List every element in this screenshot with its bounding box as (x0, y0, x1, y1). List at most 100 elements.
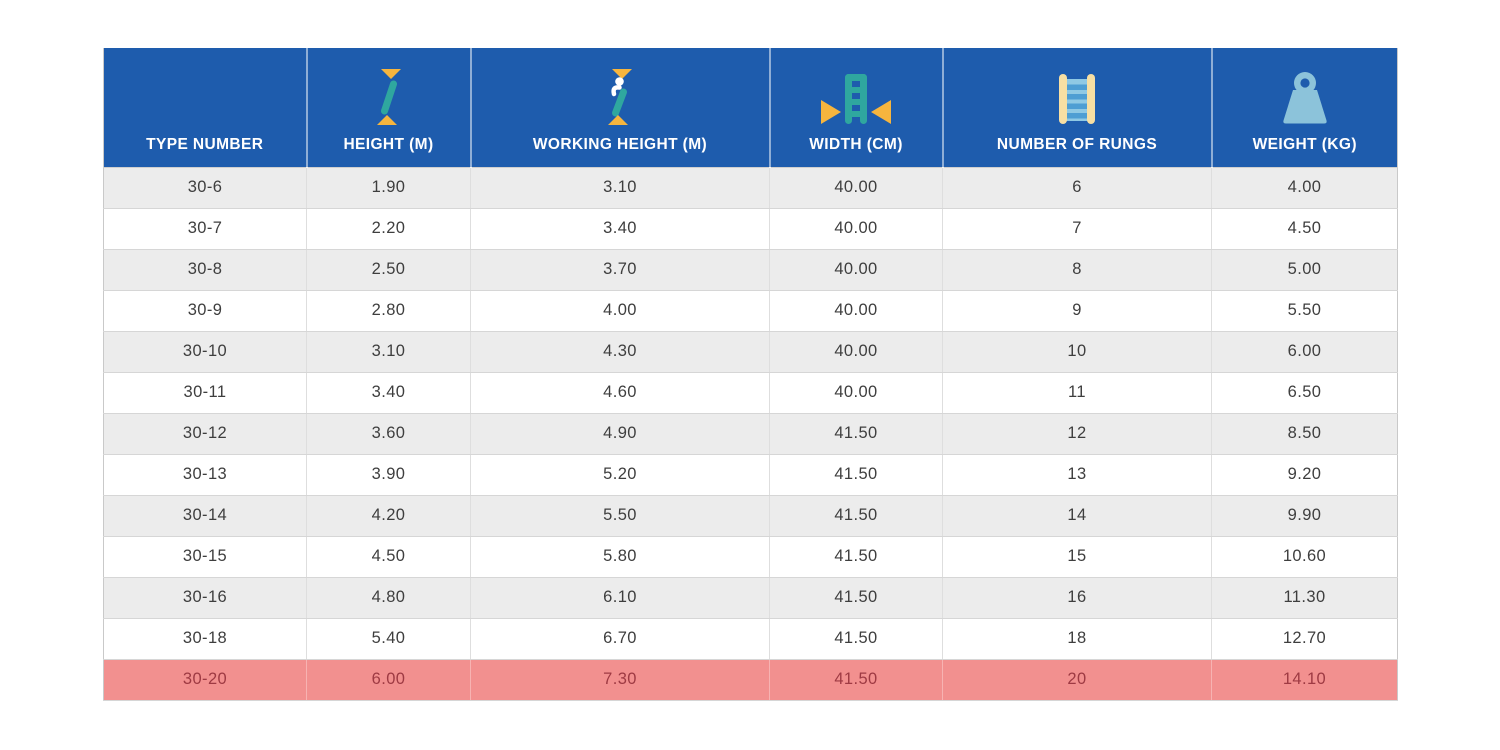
cell-number-of-rungs: 7 (942, 208, 1212, 250)
column-header-width: WIDTH (CM) (768, 48, 943, 167)
table-row: 30-6 1.90 3.10 40.00 6 4.00 (103, 166, 1398, 209)
table-row: 30-18 5.40 6.70 41.50 18 12.70 (103, 618, 1398, 660)
cell-width-cm: 41.50 (769, 413, 943, 455)
cell-width-cm: 40.00 (769, 331, 943, 373)
cell-width-cm: 41.50 (769, 618, 943, 660)
table-row: 30-11 3.40 4.60 40.00 11 6.50 (103, 372, 1398, 414)
column-label: WIDTH (CM) (809, 135, 903, 153)
table-row: 30-8 2.50 3.70 40.00 8 5.00 (103, 249, 1398, 291)
cell-working-height-m: 7.30 (470, 659, 770, 701)
cell-working-height-m: 5.50 (470, 495, 770, 537)
cell-working-height-m: 5.20 (470, 454, 770, 496)
cell-width-cm: 41.50 (769, 495, 943, 537)
cell-weight-kg: 6.00 (1211, 331, 1398, 373)
column-header-height: HEIGHT (M) (305, 48, 471, 167)
cell-height-m: 3.40 (306, 372, 471, 414)
column-header-type-number: TYPE NUMBER (103, 48, 307, 167)
column-header-working-height: WORKING HEIGHT (M) (469, 48, 770, 167)
table-header: TYPE NUMBER HEIGHT (M) (103, 48, 1398, 167)
cell-height-m: 5.40 (306, 618, 471, 660)
column-label: HEIGHT (M) (343, 135, 434, 153)
column-label: WORKING HEIGHT (M) (532, 135, 708, 153)
cell-height-m: 3.10 (306, 331, 471, 373)
cell-width-cm: 40.00 (769, 166, 943, 209)
cell-number-of-rungs: 10 (942, 331, 1212, 373)
cell-number-of-rungs: 9 (942, 290, 1212, 332)
cell-height-m: 6.00 (306, 659, 471, 701)
cell-number-of-rungs: 13 (942, 454, 1212, 496)
cell-width-cm: 40.00 (769, 208, 943, 250)
cell-weight-kg: 5.50 (1211, 290, 1398, 332)
cell-height-m: 1.90 (306, 166, 471, 209)
cell-type-number: 30-15 (103, 536, 307, 578)
cell-type-number: 30-14 (103, 495, 307, 537)
cell-type-number: 30-16 (103, 577, 307, 619)
cell-weight-kg: 9.90 (1211, 495, 1398, 537)
cell-number-of-rungs: 8 (942, 249, 1212, 291)
cell-weight-kg: 10.60 (1211, 536, 1398, 578)
column-label: NUMBER OF RUNGS (996, 135, 1158, 153)
cell-type-number: 30-6 (103, 166, 307, 209)
cell-type-number: 30-18 (103, 618, 307, 660)
cell-width-cm: 40.00 (769, 372, 943, 414)
cell-width-cm: 41.50 (769, 536, 943, 578)
cell-width-cm: 41.50 (769, 454, 943, 496)
cell-type-number: 30-9 (103, 290, 307, 332)
cell-number-of-rungs: 11 (942, 372, 1212, 414)
cell-number-of-rungs: 6 (942, 166, 1212, 209)
ladder-rungs-icon (950, 72, 1205, 126)
cell-number-of-rungs: 14 (942, 495, 1212, 537)
height-icon (314, 68, 464, 126)
table-row: 30-7 2.20 3.40 40.00 7 4.50 (103, 208, 1398, 250)
cell-height-m: 2.80 (306, 290, 471, 332)
cell-weight-kg: 12.70 (1211, 618, 1398, 660)
cell-working-height-m: 3.40 (470, 208, 770, 250)
cell-number-of-rungs: 12 (942, 413, 1212, 455)
working-height-icon (478, 68, 763, 126)
table-row: 30-20 6.00 7.30 41.50 20 14.10 (103, 659, 1398, 701)
cell-height-m: 2.50 (306, 249, 471, 291)
cell-type-number: 30-13 (103, 454, 307, 496)
table-row: 30-15 4.50 5.80 41.50 15 10.60 (103, 536, 1398, 578)
cell-weight-kg: 11.30 (1211, 577, 1398, 619)
cell-height-m: 4.80 (306, 577, 471, 619)
table-row: 30-10 3.10 4.30 40.00 10 6.00 (103, 331, 1398, 373)
cell-width-cm: 41.50 (769, 659, 943, 701)
table-body: 30-6 1.90 3.10 40.00 6 4.00 30-7 2.20 3.40 40.00 7… (103, 166, 1398, 701)
cell-type-number: 30-12 (103, 413, 307, 455)
cell-working-height-m: 3.70 (470, 249, 770, 291)
table-row: 30-12 3.60 4.90 41.50 12 8.50 (103, 413, 1398, 455)
cell-type-number: 30-8 (103, 249, 307, 291)
cell-width-cm: 40.00 (769, 290, 943, 332)
cell-width-cm: 40.00 (769, 249, 943, 291)
ladder-width-icon (777, 72, 936, 126)
table-row: 30-9 2.80 4.00 40.00 9 5.50 (103, 290, 1398, 332)
cell-working-height-m: 4.60 (470, 372, 770, 414)
cell-type-number: 30-20 (103, 659, 307, 701)
cell-working-height-m: 4.30 (470, 331, 770, 373)
cell-height-m: 4.20 (306, 495, 471, 537)
cell-number-of-rungs: 15 (942, 536, 1212, 578)
cell-type-number: 30-11 (103, 372, 307, 414)
cell-working-height-m: 5.80 (470, 536, 770, 578)
table-row: 30-14 4.20 5.50 41.50 14 9.90 (103, 495, 1398, 537)
cell-weight-kg: 14.10 (1211, 659, 1398, 701)
column-label: TYPE NUMBER (146, 135, 264, 153)
cell-width-cm: 41.50 (769, 577, 943, 619)
cell-number-of-rungs: 20 (942, 659, 1212, 701)
table-row: 30-13 3.90 5.20 41.50 13 9.20 (103, 454, 1398, 496)
cell-type-number: 30-10 (103, 331, 307, 373)
cell-working-height-m: 4.00 (470, 290, 770, 332)
cell-weight-kg: 4.50 (1211, 208, 1398, 250)
ladder-spec-table: TYPE NUMBER HEIGHT (M) (103, 48, 1398, 701)
cell-weight-kg: 9.20 (1211, 454, 1398, 496)
cell-weight-kg: 8.50 (1211, 413, 1398, 455)
cell-working-height-m: 6.10 (470, 577, 770, 619)
cell-number-of-rungs: 16 (942, 577, 1212, 619)
cell-weight-kg: 6.50 (1211, 372, 1398, 414)
table-row: 30-16 4.80 6.10 41.50 16 11.30 (103, 577, 1398, 619)
cell-number-of-rungs: 18 (942, 618, 1212, 660)
header-row: TYPE NUMBER HEIGHT (M) (103, 48, 1398, 167)
cell-working-height-m: 6.70 (470, 618, 770, 660)
cell-height-m: 3.90 (306, 454, 471, 496)
